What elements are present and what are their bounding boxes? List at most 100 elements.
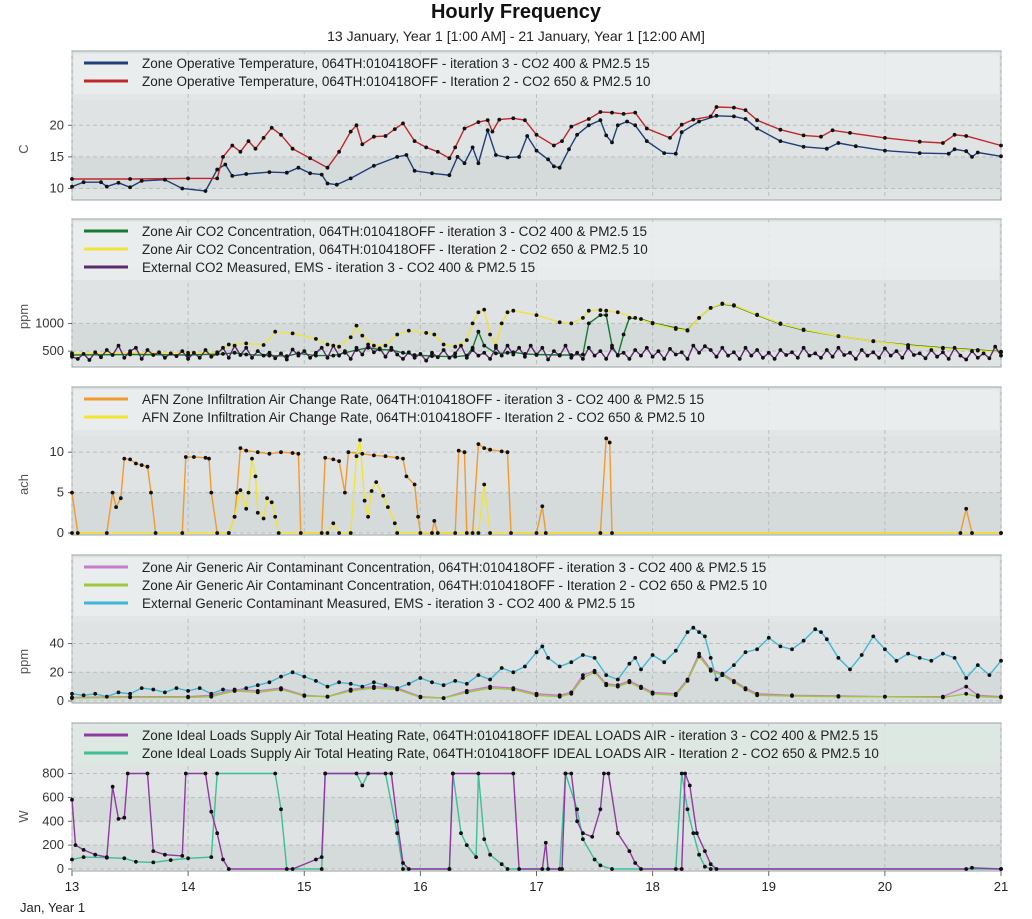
data-point bbox=[958, 353, 963, 358]
data-point bbox=[714, 677, 719, 682]
data-point bbox=[261, 353, 266, 358]
data-point bbox=[360, 352, 365, 357]
data-point bbox=[883, 694, 887, 699]
data-point bbox=[348, 335, 353, 340]
data-point bbox=[557, 320, 562, 325]
data-point bbox=[81, 352, 86, 356]
data-point bbox=[534, 693, 539, 698]
data-point bbox=[964, 676, 969, 680]
data-point bbox=[981, 351, 986, 356]
data-point bbox=[319, 867, 324, 871]
data-point bbox=[290, 867, 295, 871]
data-point bbox=[186, 176, 191, 181]
data-point bbox=[720, 673, 725, 677]
data-point bbox=[598, 807, 603, 812]
data-point bbox=[952, 132, 957, 137]
data-point bbox=[267, 350, 272, 355]
data-point bbox=[824, 637, 829, 642]
data-point bbox=[383, 683, 388, 688]
data-point bbox=[970, 349, 974, 353]
data-point bbox=[273, 771, 278, 776]
data-point bbox=[221, 155, 225, 159]
data-point bbox=[546, 656, 550, 660]
data-point bbox=[859, 348, 864, 352]
data-point bbox=[581, 357, 585, 361]
data-point bbox=[151, 860, 156, 865]
data-point bbox=[581, 831, 585, 836]
data-point bbox=[331, 457, 336, 462]
y-tick-label: 1000 bbox=[35, 315, 64, 330]
data-point bbox=[871, 339, 876, 344]
data-point bbox=[581, 316, 585, 320]
data-point bbox=[474, 855, 478, 859]
data-point bbox=[464, 681, 469, 686]
data-point bbox=[70, 177, 74, 181]
data-point bbox=[441, 348, 446, 352]
data-point bbox=[464, 531, 469, 535]
data-point bbox=[494, 345, 498, 350]
data-point bbox=[372, 163, 376, 168]
data-point bbox=[952, 656, 957, 660]
data-point bbox=[941, 141, 945, 145]
data-point bbox=[290, 331, 295, 336]
data-point bbox=[128, 691, 133, 696]
data-point bbox=[824, 146, 829, 151]
data-point bbox=[395, 831, 400, 836]
data-point bbox=[975, 348, 980, 353]
data-point bbox=[186, 350, 191, 355]
data-point bbox=[412, 168, 417, 173]
data-point bbox=[314, 337, 318, 341]
data-point bbox=[139, 357, 144, 361]
data-point bbox=[766, 635, 771, 640]
data-point bbox=[941, 350, 945, 355]
data-point bbox=[325, 342, 330, 347]
data-point bbox=[726, 353, 730, 358]
data-point bbox=[639, 317, 643, 321]
y-tick-label: 10 bbox=[50, 181, 64, 196]
data-point bbox=[319, 531, 324, 535]
y-tick-label: 10 bbox=[50, 444, 64, 459]
data-point bbox=[302, 694, 307, 698]
data-point bbox=[687, 783, 692, 788]
data-point bbox=[145, 464, 150, 469]
data-point bbox=[975, 663, 980, 667]
data-point bbox=[708, 862, 713, 867]
data-point bbox=[604, 357, 609, 361]
data-point bbox=[215, 831, 220, 836]
data-point bbox=[575, 132, 579, 137]
data-point bbox=[153, 531, 158, 535]
data-point bbox=[432, 332, 437, 337]
data-point bbox=[691, 625, 696, 630]
data-point bbox=[517, 345, 521, 350]
data-point bbox=[337, 344, 341, 349]
data-point bbox=[993, 344, 998, 349]
data-point bbox=[337, 680, 341, 685]
data-point bbox=[395, 455, 400, 460]
data-point bbox=[511, 670, 516, 675]
data-point bbox=[964, 134, 969, 138]
data-point bbox=[778, 348, 783, 352]
data-point bbox=[186, 695, 191, 700]
data-point bbox=[755, 348, 759, 352]
data-point bbox=[139, 179, 144, 183]
data-point bbox=[383, 354, 388, 359]
data-point bbox=[633, 123, 638, 128]
data-point bbox=[470, 321, 475, 326]
data-point bbox=[104, 694, 109, 699]
data-point bbox=[627, 316, 632, 320]
data-point bbox=[560, 867, 564, 871]
data-point bbox=[459, 831, 463, 836]
data-point bbox=[511, 771, 516, 776]
data-point bbox=[952, 147, 957, 152]
legend-label: AFN Zone Infiltration Air Change Rate, 0… bbox=[142, 410, 705, 425]
data-point bbox=[451, 771, 455, 776]
data-point bbox=[534, 531, 539, 535]
data-point bbox=[964, 149, 969, 154]
data-point bbox=[557, 165, 562, 170]
data-point bbox=[621, 332, 626, 337]
data-point bbox=[238, 446, 243, 450]
data-point bbox=[970, 155, 974, 159]
data-point bbox=[372, 686, 376, 690]
data-point bbox=[964, 684, 969, 689]
